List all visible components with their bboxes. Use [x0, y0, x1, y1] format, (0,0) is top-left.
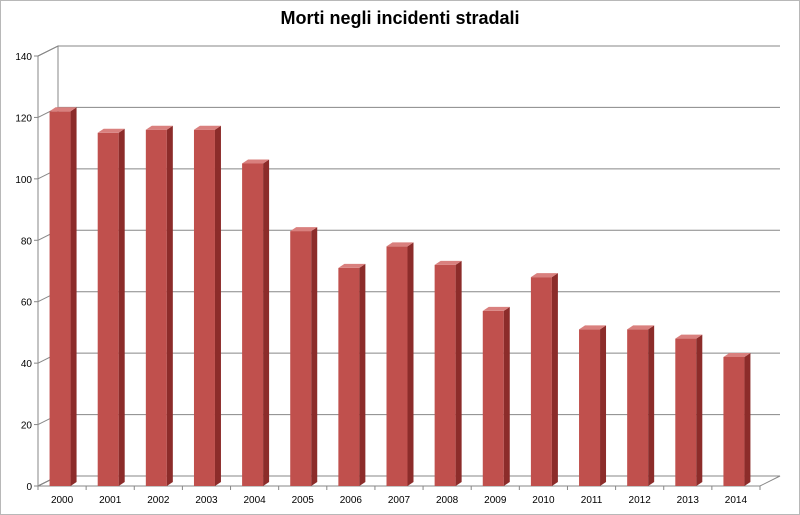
x-tick-label: 2009: [484, 495, 507, 506]
chart-title: Morti negli incidenti stradali: [280, 8, 520, 28]
bar-front: [627, 329, 649, 486]
bar-side: [263, 159, 270, 486]
y-tick-label: 80: [21, 236, 33, 247]
bar: [579, 325, 607, 486]
bar: [290, 227, 318, 487]
bar-side: [214, 125, 221, 486]
x-tick-label: 2011: [581, 495, 603, 506]
x-tick-label: 2012: [629, 495, 652, 506]
x-tick-label: 2008: [436, 495, 459, 506]
bar-front: [482, 310, 504, 486]
x-tick-label: 2002: [147, 495, 170, 506]
bar-side: [455, 260, 462, 486]
bar: [49, 107, 77, 487]
y-tick-label: 20: [21, 421, 33, 432]
bar-top: [97, 128, 125, 133]
x-tick-label: 2005: [292, 495, 315, 506]
bar-front: [530, 277, 552, 486]
bar-side: [648, 325, 655, 486]
gridline: [37, 106, 780, 118]
gridline: [37, 45, 780, 57]
bar: [145, 125, 173, 486]
bar: [338, 263, 366, 486]
bar-front: [242, 163, 264, 486]
bar-top: [338, 263, 366, 268]
bar-front: [723, 357, 745, 486]
y-tick-label: 120: [15, 113, 32, 124]
bar: [97, 128, 125, 487]
bar-front: [579, 329, 601, 486]
bar-side: [118, 128, 125, 487]
bar: [482, 306, 510, 486]
y-tick-label: 40: [21, 359, 33, 370]
bar-top: [386, 242, 414, 247]
bar-front: [290, 231, 312, 486]
bar-top: [482, 306, 510, 311]
bar-side: [359, 263, 366, 486]
x-tick-label: 2004: [243, 495, 266, 506]
y-tick-label: 0: [26, 482, 32, 493]
bar-side: [551, 273, 558, 486]
bar-side: [696, 334, 703, 486]
bar-top: [434, 260, 462, 265]
bar-front: [145, 129, 167, 486]
bar-side: [166, 125, 173, 486]
bar-top: [627, 325, 655, 330]
x-tick-label: 2013: [677, 495, 700, 506]
bar-front: [193, 129, 215, 486]
x-tick-label: 2001: [99, 495, 122, 506]
bar-top: [723, 353, 751, 357]
bar-top: [242, 159, 270, 164]
x-axis-ticks: 2000 2001 2002 2003 2004 2005 2006 2007 2008 2009…: [37, 486, 761, 506]
bar-front: [675, 338, 697, 486]
x-tick-label: 2000: [51, 495, 74, 506]
x-tick-label: 2010: [532, 495, 555, 506]
bar-front: [97, 132, 119, 487]
bar-side: [70, 107, 77, 487]
bar: [530, 273, 558, 486]
bar: [193, 125, 221, 486]
bar-front: [49, 111, 71, 487]
bar-side: [600, 325, 607, 486]
bar: [242, 159, 270, 486]
x-tick-label: 2006: [340, 495, 363, 506]
y-tick-label: 140: [15, 52, 32, 63]
bar-front: [386, 246, 408, 486]
bar: [723, 353, 751, 486]
y-tick-label: 60: [21, 298, 33, 309]
bar-top: [290, 227, 318, 232]
x-tick-label: 2007: [388, 495, 411, 506]
bar-top: [579, 325, 607, 330]
bar-top: [675, 334, 703, 339]
bar-top: [193, 125, 221, 130]
bar-top: [145, 125, 173, 130]
bar-front: [434, 264, 456, 486]
bar-side: [407, 242, 414, 486]
bar: [386, 242, 414, 486]
bar: [434, 260, 462, 486]
y-axis-ticks: 0 20 40 60 80 100 120 140: [15, 52, 38, 493]
x-tick-label: 2014: [725, 495, 748, 506]
bar-side: [311, 227, 318, 487]
bar-top: [49, 107, 77, 112]
bar: [627, 325, 655, 486]
y-tick-label: 100: [15, 175, 32, 186]
bar-front: [338, 267, 360, 486]
bar-top: [530, 273, 558, 278]
bar-side: [744, 353, 751, 486]
bar: [675, 334, 703, 486]
x-tick-label: 2003: [195, 495, 218, 506]
bars: [49, 107, 751, 487]
bar-side: [503, 306, 510, 486]
